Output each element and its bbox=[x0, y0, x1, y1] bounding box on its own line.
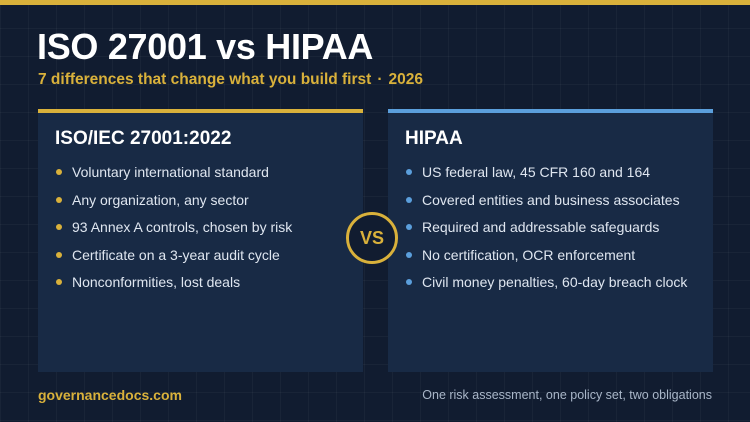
subtitle-separator: · bbox=[377, 71, 383, 88]
iso-card: ISO/IEC 27001:2022 Voluntary internation… bbox=[38, 109, 363, 372]
page-subtitle: 7 differences that change what you build… bbox=[38, 71, 423, 89]
bullet-dot-icon bbox=[406, 251, 412, 258]
list-item-text: Voluntary international standard bbox=[72, 164, 269, 180]
iso-card-accent bbox=[38, 109, 363, 113]
bullet-dot-icon bbox=[56, 224, 62, 230]
list-item: Civil money penalties, 60-day breach clo… bbox=[405, 272, 687, 300]
hipaa-list: US federal law, 45 CFR 160 and 164 Cover… bbox=[405, 162, 687, 300]
hipaa-card-title: HIPAA bbox=[405, 128, 463, 149]
subtitle-text: 7 differences that change what you build… bbox=[38, 71, 372, 88]
list-item-text: Any organization, any sector bbox=[72, 191, 249, 208]
list-item: Voluntary international standard bbox=[55, 162, 292, 190]
list-item: Required and addressable safeguards bbox=[405, 217, 687, 245]
list-item: 93 Annex A controls, chosen by risk bbox=[55, 217, 292, 245]
bullet-dot-icon bbox=[56, 196, 62, 203]
list-item-text: Covered entities and business associates bbox=[422, 191, 680, 208]
bullet-dot-icon bbox=[406, 279, 412, 285]
list-item-text: Nonconformities, lost deals bbox=[72, 274, 241, 290]
bullet-dot-icon bbox=[406, 196, 412, 203]
list-item: Nonconformities, lost deals bbox=[55, 272, 292, 300]
list-item: Certificate on a 3-year audit cycle bbox=[55, 245, 292, 273]
list-item-text: US federal law, 45 CFR 160 and 164 bbox=[422, 164, 651, 180]
page-title: ISO 27001 vs HIPAA bbox=[37, 26, 374, 67]
subtitle-year: 2026 bbox=[388, 71, 423, 88]
list-item-text: Civil money penalties, 60-day breach clo… bbox=[422, 274, 688, 290]
list-item: Covered entities and business associates bbox=[405, 190, 687, 218]
list-item: US federal law, 45 CFR 160 and 164 bbox=[405, 162, 687, 190]
bullet-dot-icon bbox=[56, 279, 62, 285]
bullet-dot-icon bbox=[56, 169, 62, 175]
list-item: No certification, OCR enforcement bbox=[405, 245, 687, 273]
bullet-dot-icon bbox=[56, 251, 62, 258]
hipaa-card: HIPAA US federal law, 45 CFR 160 and 164… bbox=[388, 109, 713, 372]
bullet-dot-icon bbox=[406, 224, 412, 230]
list-item-text: Certificate on a 3-year audit cycle bbox=[72, 246, 280, 263]
hipaa-card-accent bbox=[388, 109, 713, 113]
bullet-dot-icon bbox=[406, 169, 412, 175]
vs-badge: VS bbox=[346, 212, 398, 264]
list-item: Any organization, any sector bbox=[55, 190, 292, 218]
list-item-text: 93 Annex A controls, chosen by risk bbox=[72, 219, 293, 235]
top-accent-bar bbox=[0, 0, 750, 5]
footer-site-link[interactable]: governancedocs.com bbox=[38, 387, 182, 403]
iso-card-title: ISO/IEC 27001:2022 bbox=[55, 128, 232, 149]
footer-tagline: One risk assessment, one policy set, two… bbox=[422, 388, 712, 402]
iso-list: Voluntary international standard Any org… bbox=[55, 162, 292, 300]
list-item-text: Required and addressable safeguards bbox=[422, 219, 660, 235]
list-item-text: No certification, OCR enforcement bbox=[422, 246, 636, 263]
